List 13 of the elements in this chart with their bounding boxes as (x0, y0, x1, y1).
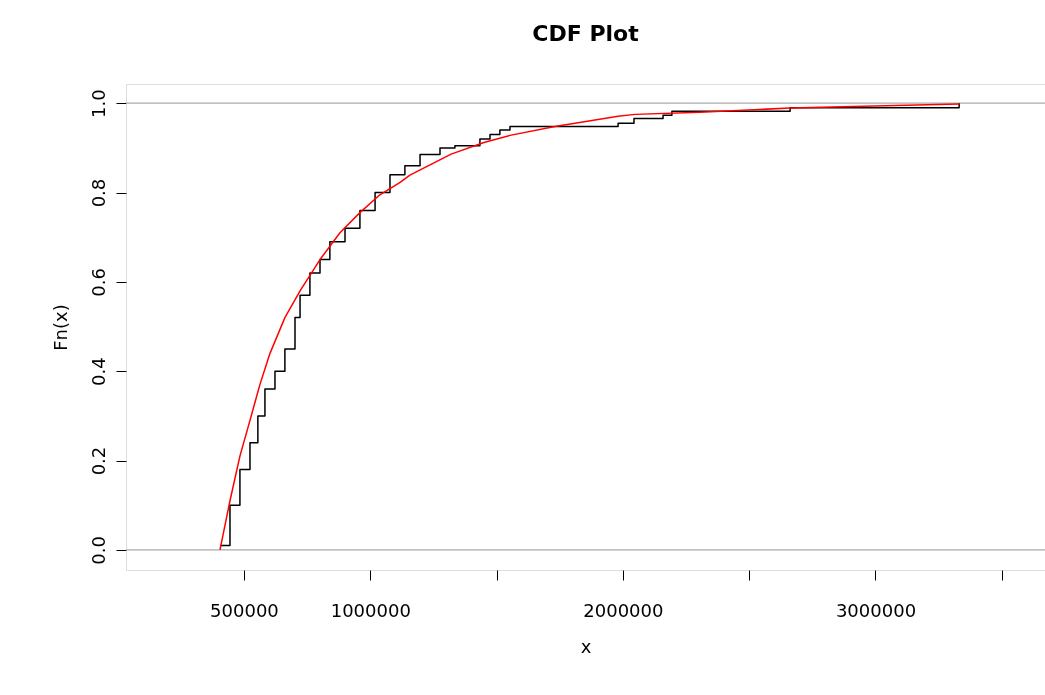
y-tick-label: 0.8 (87, 178, 109, 208)
y-tick-label: 1.0 (87, 89, 109, 119)
chart-title: CDF Plot (532, 21, 640, 46)
x-tick-label: 1000000 (330, 599, 411, 621)
y-tick-label: 0.0 (87, 536, 109, 565)
y-tick-label: 0.6 (87, 268, 109, 297)
y-tick-label: 0.2 (87, 446, 109, 476)
x-axis-title: x (580, 635, 592, 657)
x-tick-label: 3000000 (835, 599, 917, 621)
y-axis-title: Fn(x) (49, 304, 71, 351)
y-tick-label: 0.4 (87, 357, 109, 387)
x-tick-label: 500000 (210, 599, 279, 621)
x-tick-label: 2000000 (583, 599, 664, 621)
